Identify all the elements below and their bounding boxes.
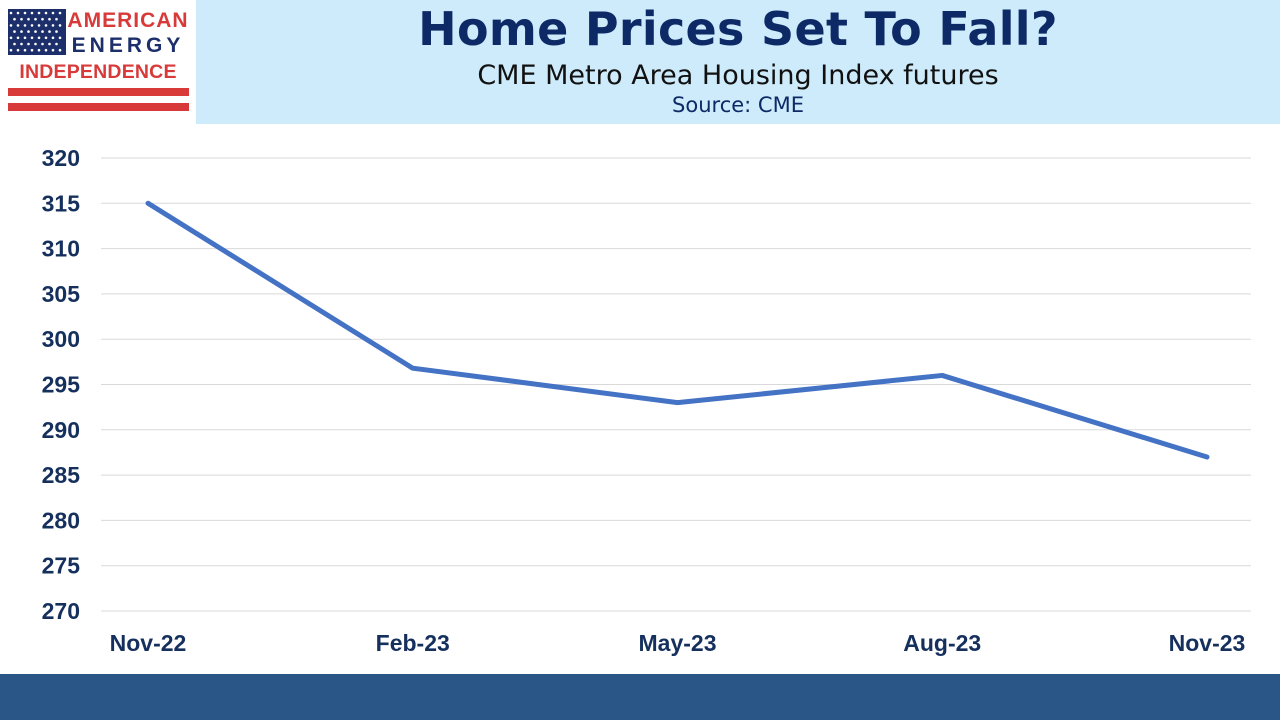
flag-star [37, 36, 41, 40]
x-tick-label: Nov-22 [110, 630, 187, 656]
y-tick-label: 270 [42, 598, 80, 624]
x-tick-label: Nov-23 [1169, 630, 1246, 656]
logo: AMERICAN ENERGY INDEPENDENCE [0, 0, 196, 124]
line-chart: 270 275 280 285 290 295 300 305 310 315 320 Nov-22… [42, 145, 1251, 656]
flag-star [23, 48, 27, 52]
footer-bar [0, 674, 1280, 720]
flag-star [20, 42, 23, 46]
page-title: Home Prices Set To Fall? [418, 2, 1058, 56]
flag-star [9, 24, 13, 27]
y-tick-label: 275 [42, 553, 81, 579]
flag-star [51, 24, 55, 27]
x-tick-label: Feb-23 [376, 630, 450, 656]
flag-star [34, 42, 37, 46]
x-tick-label: Aug-23 [903, 630, 981, 656]
logo-text-american: AMERICAN [67, 9, 188, 32]
flag-stripe-2 [8, 103, 189, 111]
flag-star [30, 11, 34, 15]
flag-stars [9, 11, 62, 52]
x-tick-label: May-23 [639, 630, 717, 656]
y-tick-label: 285 [42, 462, 81, 488]
flag-star [27, 42, 30, 46]
flag-star [13, 17, 16, 21]
flag-star [58, 11, 62, 15]
flag-star [20, 30, 23, 33]
flag-star [55, 30, 58, 33]
flag-star [48, 30, 51, 33]
flag-star [23, 11, 27, 15]
flag-star [13, 30, 16, 33]
flag-star [41, 17, 44, 21]
y-tick-label: 315 [42, 190, 81, 216]
y-tick-label: 300 [42, 326, 80, 352]
flag-star [51, 36, 55, 40]
y-tick-label: 310 [42, 236, 80, 262]
flag-star [37, 48, 41, 52]
flag-star [44, 24, 48, 27]
flag-star [13, 42, 16, 46]
logo-graphic: AMERICAN ENERGY INDEPENDENCE [8, 9, 189, 111]
chart-series [145, 200, 1210, 460]
flag-star [37, 11, 41, 15]
flag-star [55, 17, 58, 21]
chart-gridlines [101, 157, 1251, 612]
flag-star [30, 24, 34, 27]
flag-star [44, 48, 48, 52]
flag-star [30, 36, 34, 40]
flag-star [30, 48, 34, 52]
flag-star [51, 11, 55, 15]
flag-star [16, 48, 20, 52]
flag-star [55, 42, 58, 46]
flag-star [16, 24, 20, 27]
logo-text-independence: INDEPENDENCE [19, 61, 176, 83]
flag-star [9, 11, 13, 15]
x-axis: Nov-22 Feb-23 May-23 Aug-23 Nov-23 [110, 630, 1246, 656]
flag-star [58, 48, 62, 52]
flag-star [41, 30, 44, 33]
header: Home Prices Set To Fall? CME Metro Area … [196, 0, 1280, 124]
logo-text-energy: ENERGY [72, 34, 185, 57]
flag-star [37, 24, 41, 27]
flag-star [58, 24, 62, 27]
flag-star [16, 36, 20, 40]
y-tick-label: 290 [42, 417, 80, 443]
flag-star [48, 42, 51, 46]
flag-star [44, 11, 48, 15]
flag-star [34, 30, 37, 33]
flag-star [16, 11, 20, 15]
flag-star [9, 48, 13, 52]
flag-star [44, 36, 48, 40]
flag-star [27, 17, 30, 21]
flag-star [23, 36, 27, 40]
source-note: Source: CME [672, 93, 804, 117]
y-axis: 270 275 280 285 290 295 300 305 310 315 320 [42, 145, 81, 624]
series-line [145, 200, 1210, 460]
y-tick-label: 295 [42, 372, 81, 398]
flag-star [34, 17, 37, 21]
flag-star [27, 30, 30, 33]
flag-stripe-1 [8, 88, 189, 96]
flag-star [41, 42, 44, 46]
y-tick-label: 320 [42, 145, 80, 171]
flag-star [20, 17, 23, 21]
flag-star [48, 17, 51, 21]
flag-star [51, 48, 55, 52]
flag-star [58, 36, 62, 40]
y-tick-label: 280 [42, 507, 80, 533]
flag-star [9, 36, 13, 40]
flag-star [23, 24, 27, 27]
y-tick-label: 305 [42, 281, 81, 307]
page-subtitle: CME Metro Area Housing Index futures [477, 60, 999, 91]
